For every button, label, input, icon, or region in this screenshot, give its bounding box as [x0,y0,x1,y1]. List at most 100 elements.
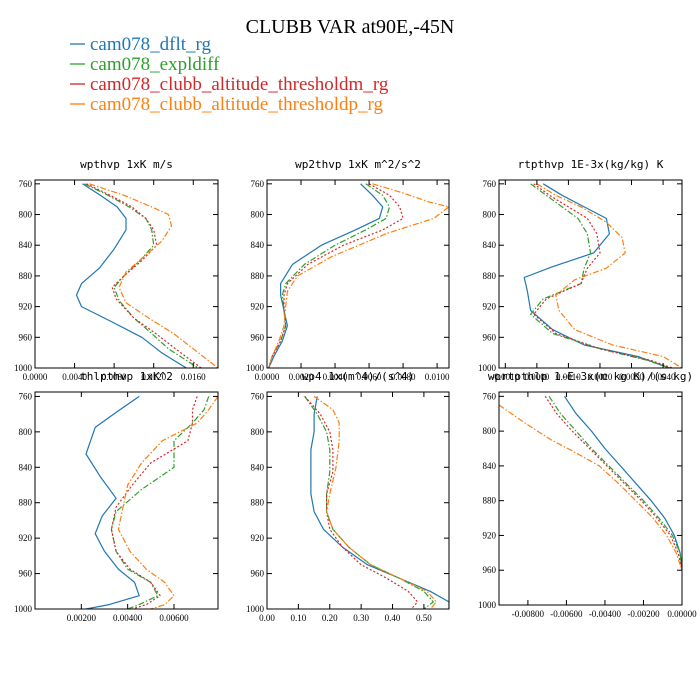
series-line-3 [268,183,404,368]
y-tick-label: 960 [483,565,497,575]
series-line-2 [268,183,391,368]
legend-label-1: cam078_dflt_rg [90,34,212,55]
y-tick-label: 1000 [14,363,33,373]
series-line-3 [304,396,419,609]
x-tick-label: 0.0040 [323,372,348,382]
y-tick-label: 920 [251,533,265,543]
x-tick-label: -0.0010 [491,372,519,382]
panel-title: wpthvp 1xK m/s [80,158,173,171]
y-tick-label: 760 [483,391,497,401]
x-tick-label: 0.0030 [619,372,644,382]
series-line-3 [533,183,673,368]
x-tick-label: 0.10 [291,613,307,623]
x-tick-label: 0.0040 [62,372,87,382]
y-tick-label: 960 [19,332,33,342]
series-line-2 [548,395,682,571]
y-tick-label: 880 [483,271,497,281]
legend-label-3: cam078_clubb_altitude_thresholdm_rg [90,74,389,95]
panel-1: wpthvp 1xK m/s76080084088092096010000.00… [14,158,219,382]
panel-title: thlpthvp 1xK^2 [80,370,173,383]
x-tick-label: 0.00400 [113,613,143,623]
plot-frame [34,179,219,369]
y-tick-label: 760 [251,179,265,189]
y-tick-label: 760 [19,391,33,401]
panel-3: rtpthvp 1E-3x(kg/kg) K 760 800 840 880 920 960… [478,158,683,382]
series-line-3 [110,396,198,609]
y-tick-label: 1000 [478,600,497,610]
y-tick-label: 760 [19,179,33,189]
x-tick-label: 0.00000 [667,609,697,619]
y-tick-label: 920 [251,302,265,312]
x-tick-label: -0.00800 [512,609,545,619]
y-tick-label: 760 [251,391,265,401]
x-tick-label: 0.0000 [524,372,549,382]
series-line-4 [499,404,682,571]
y-tick-label: 920 [483,530,497,540]
y-tick-label: 880 [19,271,33,281]
x-tick-label: 0.0080 [102,372,127,382]
y-tick-label: 800 [19,210,33,220]
panel-title: wp2thvp 1xK m^2/s^2 [295,158,421,171]
plot-frame [34,391,219,610]
y-tick-label: 880 [251,271,265,281]
series-line-2 [304,396,434,609]
plot-frame [498,179,683,369]
y-tick-label: 840 [251,462,265,472]
y-tick-label: 800 [483,426,497,436]
series-line-1 [523,183,670,368]
series-line-1 [85,395,140,609]
y-tick-label: 800 [251,210,265,220]
plot-frame [266,391,450,610]
series-line-1 [75,183,187,368]
figure-title: CLUBB VAR at90E,-45N [246,16,455,38]
x-tick-label: -0.00600 [550,609,583,619]
panel-5: wp4 1x(m^4)/(s^4)76080084088092096010000… [246,370,450,623]
x-tick-label: 0.00600 [159,613,189,623]
series-line-1 [564,395,682,571]
y-tick-label: 880 [19,498,33,508]
series-line-4 [117,396,218,609]
y-tick-label: 880 [251,498,265,508]
x-tick-label: 0.0120 [141,372,166,382]
series-line-4 [268,183,449,368]
y-tick-label: 840 [483,461,497,471]
x-tick-label: 0.0160 [181,372,206,382]
x-tick-label: 0.0060 [357,372,382,382]
legend-label-2: cam078_expldiff [90,54,220,75]
panel-title: wprtpthlp 1-E-3x(m kg K)/(s kg) [488,370,693,383]
y-tick-label: 1000 [246,604,265,614]
y-tick-label: 840 [251,240,265,250]
series-line-2 [84,183,199,368]
y-tick-label: 800 [483,210,497,220]
series-line-2 [529,183,670,368]
y-tick-label: 760 [483,179,497,189]
series-line-4 [536,183,682,368]
x-tick-label: 0.20 [322,613,338,623]
y-tick-label: 920 [19,302,33,312]
series-line-1 [310,396,449,609]
panel-6: wprtpthlp 1-E-3x(m kg K)/(s kg) 760 800 840… [478,370,697,619]
y-tick-label: 800 [19,427,33,437]
x-tick-label: 0.00 [259,613,275,623]
y-tick-label: 880 [483,496,497,506]
x-tick-label: 0.0040 [651,372,676,382]
y-tick-label: 1000 [478,363,497,373]
x-tick-label: -0.00200 [627,609,660,619]
x-tick-label: 0.0080 [391,372,416,382]
x-tick-label: 0.0000 [23,372,48,382]
y-tick-label: 920 [483,302,497,312]
x-tick-label: 0.00200 [67,613,97,623]
x-tick-label: 0.0020 [588,372,613,382]
panel-title: wp4 1x(m^4)/(s^4) [302,370,415,383]
plot-frame [498,391,683,606]
x-tick-label: -0.00400 [589,609,622,619]
series-line-4 [89,183,218,368]
series-line-3 [86,183,202,368]
x-tick-label: 0.50 [416,613,432,623]
panels: wpthvp 1xK m/s76080084088092096010000.00… [14,158,697,623]
y-tick-label: 840 [19,462,33,472]
y-tick-label: 920 [19,533,33,543]
y-tick-label: 800 [251,427,265,437]
y-tick-label: 960 [483,332,497,342]
